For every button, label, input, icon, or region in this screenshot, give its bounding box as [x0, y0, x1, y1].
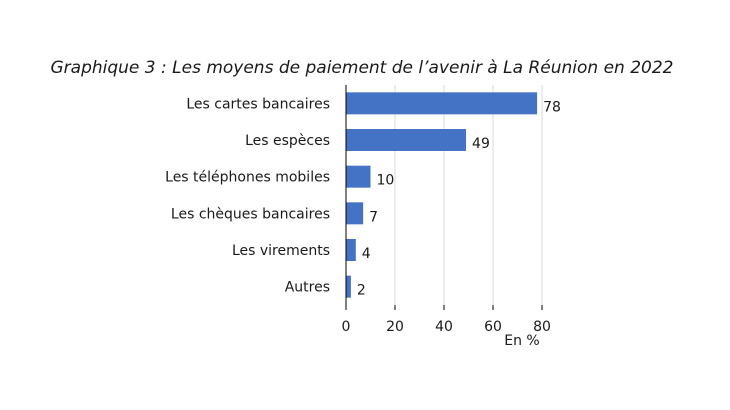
- category-label: Les téléphones mobiles: [165, 170, 330, 186]
- bar: [346, 129, 467, 151]
- data-labels: 78 49 10 7 4 2: [357, 99, 561, 298]
- data-label: 49: [472, 136, 490, 152]
- category-label: Les virements: [232, 243, 330, 259]
- bar: [346, 165, 371, 188]
- bar: [346, 239, 356, 261]
- category-label: Les cartes bancaires: [186, 96, 330, 112]
- x-tick-label: 0: [342, 319, 351, 335]
- bars: [346, 92, 538, 298]
- data-label: 2: [357, 283, 366, 299]
- category-label: Autres: [285, 280, 330, 296]
- x-tick-label: 80: [533, 319, 551, 335]
- x-axis-ticks: 0 20 40 60 80: [342, 305, 551, 335]
- data-label: 78: [543, 99, 561, 115]
- category-labels: Les cartes bancaires Les espèces Les télép…: [165, 96, 330, 295]
- gridlines: [394, 85, 543, 305]
- data-label: 7: [369, 209, 378, 225]
- category-label: Les chèques bancaires: [171, 206, 330, 222]
- category-label: Les espèces: [245, 133, 330, 149]
- data-label: 4: [362, 246, 371, 262]
- bar: [346, 92, 538, 115]
- chart-title: Graphique 3 : Les moyens de paiement de …: [50, 58, 673, 78]
- bar: [346, 202, 364, 225]
- data-label: 10: [377, 173, 395, 189]
- x-tick-label: 60: [484, 319, 502, 335]
- x-axis-unit-label: En %: [504, 333, 539, 349]
- x-tick-label: 20: [386, 319, 404, 335]
- bar: [346, 275, 351, 298]
- x-tick-label: 40: [435, 319, 453, 335]
